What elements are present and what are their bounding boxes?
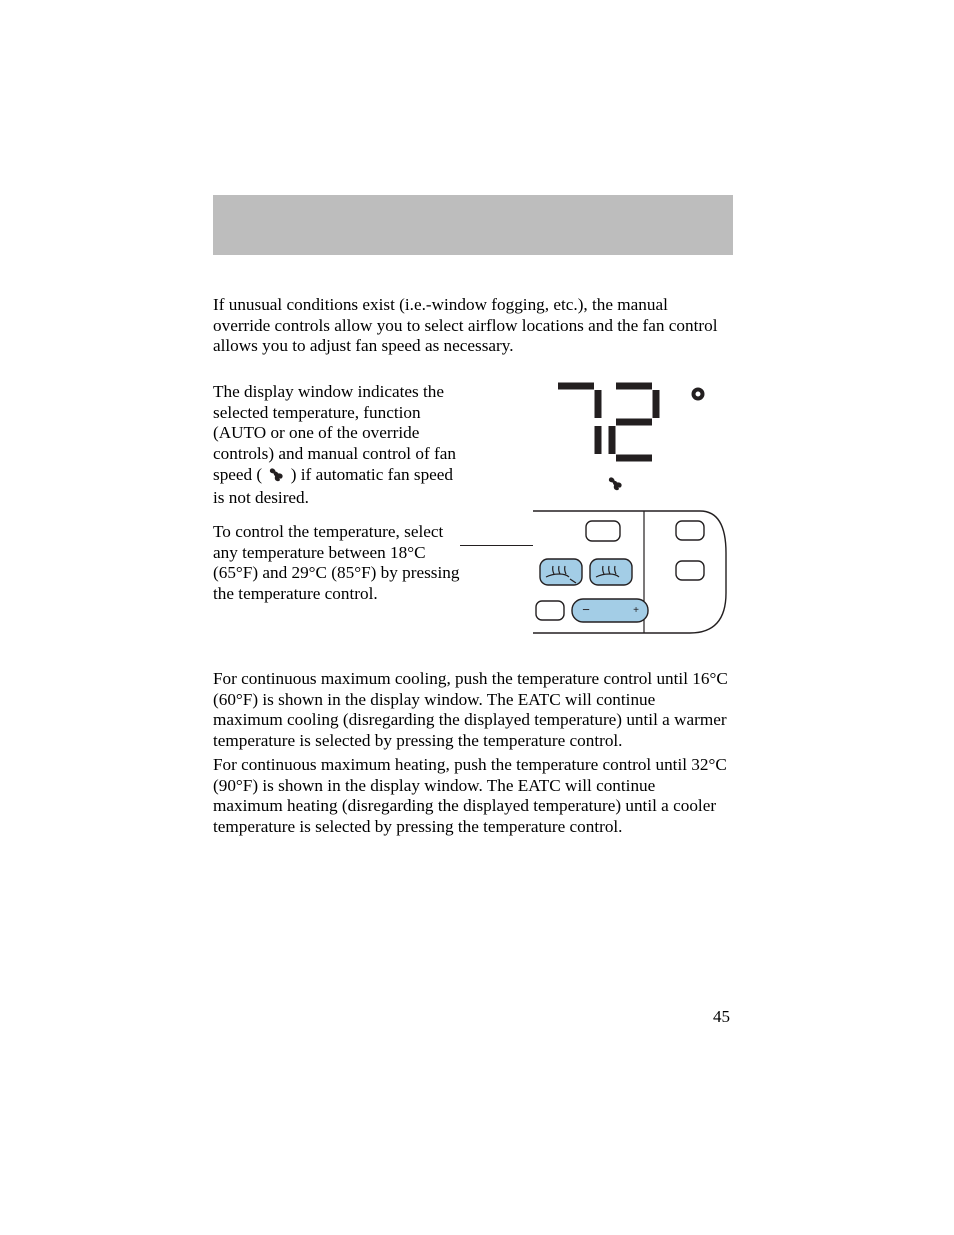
airflow-defrost-button [590, 559, 632, 585]
panel-button-bottom-left [536, 601, 564, 620]
paragraph-intro: If unusual conditions exist (i.e.-window… [213, 295, 728, 357]
panel-button-mid-right [676, 561, 704, 580]
temperature-plus-label: + [633, 605, 639, 616]
temperature-rocker-button: − + [572, 599, 648, 622]
degree-icon [694, 390, 703, 399]
control-panel-illustration: − + [468, 507, 743, 637]
lcd-temperature-readout [558, 386, 656, 458]
airflow-floor-defrost-button [540, 559, 582, 585]
temperature-minus-label: − [582, 602, 590, 617]
paragraph-max-heat: For continuous maximum heating, push the… [213, 755, 728, 838]
leader-line [460, 545, 533, 546]
header-band [213, 195, 733, 255]
panel-button-top-center [586, 521, 620, 541]
lcd-display-illustration [510, 374, 740, 504]
paragraph-display-window: The display window indicates the selecte… [213, 382, 468, 509]
paragraph-temp-control: To control the temperature, select any t… [213, 522, 468, 605]
fan-icon [609, 477, 622, 490]
page-number: 45 [713, 1007, 730, 1027]
fan-icon [266, 465, 286, 489]
panel-button-top-right [676, 521, 704, 540]
paragraph-max-cool: For continuous maximum cooling, push the… [213, 669, 728, 752]
